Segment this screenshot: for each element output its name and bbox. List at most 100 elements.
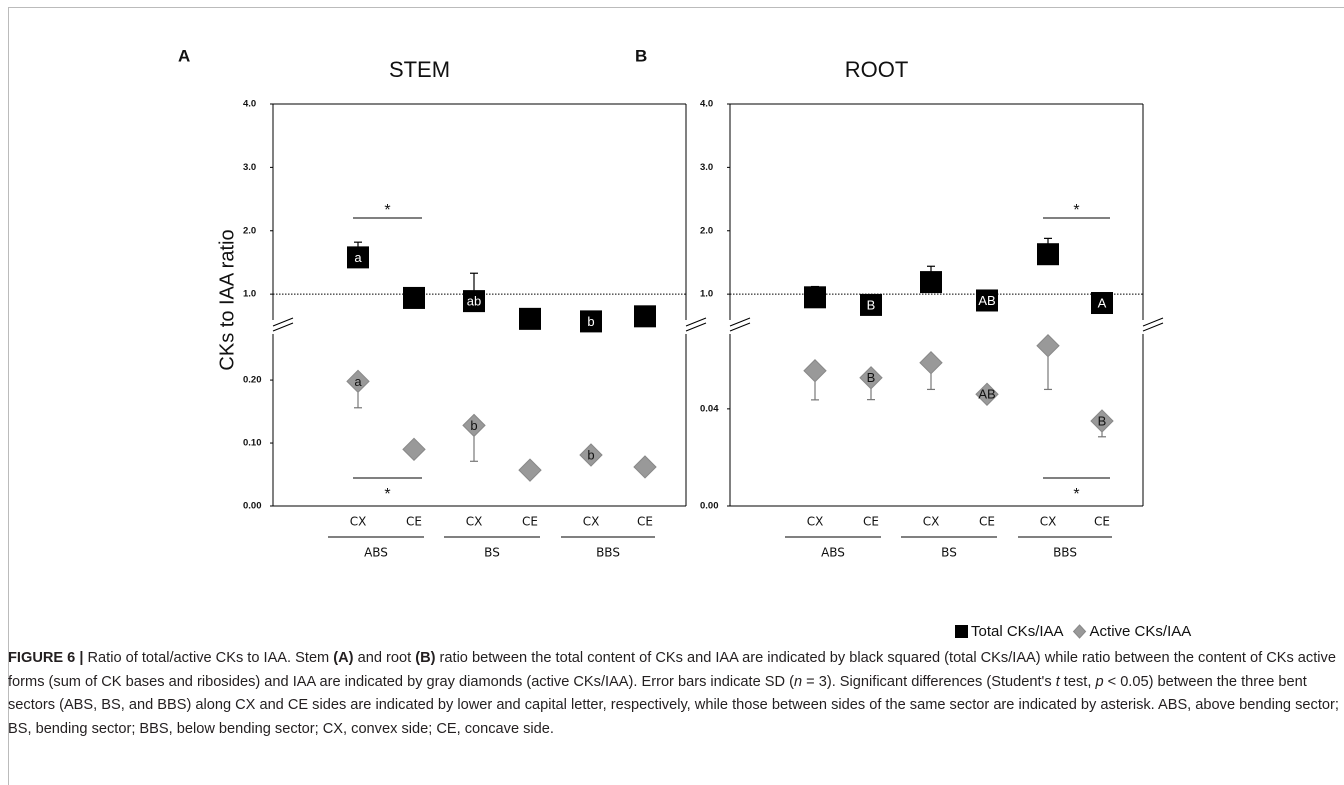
marker-square [1037,243,1059,266]
marker-diamond [402,437,426,462]
caption-text: (A) [333,650,354,666]
marker-diamond [346,369,370,394]
axis-break [729,322,751,332]
y-tick-label: 3.0 [243,162,256,173]
axis-break [272,317,294,327]
panel-letter: B [635,46,647,65]
group-label: ABS [821,546,845,560]
marker-square [804,286,826,309]
caption-text: and root [353,650,416,666]
group-label: BS [484,546,500,560]
x-tick-label: CX [1040,515,1057,529]
caption-text: < 0.05) between the three bent sectors (… [8,673,1339,737]
marker-square [860,293,882,316]
marker-diamond [919,351,943,375]
marker-square [519,307,541,330]
legend-label: Active CKs/IAA [1090,623,1192,640]
significance-letter: B [1098,413,1107,428]
y-tick-label: 4.0 [243,99,256,110]
x-tick-label: CE [979,515,995,529]
legend-swatch [955,625,968,638]
axis-break [272,322,294,332]
marker-diamond [859,366,883,390]
axis-break [1142,317,1164,327]
significance-letter: A [1098,295,1107,310]
x-tick-label: CX [923,515,940,529]
marker-square [1091,292,1113,315]
marker-square [920,271,942,294]
marker-diamond [975,382,999,406]
marker-diamond [1036,334,1060,358]
y-tick-label: 2.0 [243,225,256,236]
axis-break [729,317,751,327]
legend-label: Total CKs/IAA [971,623,1064,640]
y-tick-label: 0.04 [700,403,719,414]
marker-diamond [579,443,603,467]
y-tick-label: 2.0 [700,225,713,236]
significance-letter: AB [978,387,995,402]
caption: FIGURE 6 | Ratio of total/active CKs to … [8,647,1340,741]
marker-square [580,310,602,333]
caption-text: ratio between the total content of CKs a… [8,650,1336,690]
significance-mark: * [384,202,390,219]
group-label: BBS [596,546,620,560]
x-tick-label: CE [406,515,422,529]
caption-text: n [793,673,803,690]
x-tick-label: CE [1094,515,1110,529]
x-tick-label: CX [350,515,367,529]
significance-letter: B [867,297,876,312]
group-label: ABS [364,546,388,560]
significance-mark: * [1073,202,1079,219]
caption-text: test, [1059,673,1096,690]
panel-letter: A [178,46,190,65]
group-label: BBS [1053,546,1077,560]
figure-frame [8,7,1344,785]
y-tick-label: 1.0 [700,289,713,300]
x-tick-label: CX [466,515,483,529]
significance-mark: * [384,486,390,503]
caption-text: FIGURE 6 | [8,650,84,666]
x-tick-label: CE [863,515,879,529]
marker-square [347,246,369,269]
x-tick-label: CE [522,515,538,529]
legend-swatch [1072,624,1087,639]
x-tick-label: CX [807,515,824,529]
y-tick-label: 4.0 [700,99,713,110]
caption-text: p [1095,673,1104,690]
axis-break [685,317,707,327]
significance-letter: b [470,418,477,433]
y-tick-label: 3.0 [700,162,713,173]
axis-break [1142,322,1164,332]
caption-text: Ratio of total/active CKs to IAA. Stem [83,650,334,666]
y-tick-label: 0.00 [700,501,719,512]
marker-square [634,305,656,328]
marker-diamond [462,413,486,438]
marker-diamond [633,455,657,479]
marker-diamond [803,359,827,383]
x-tick-label: CE [637,515,653,529]
y-tick-label: 0.10 [243,438,262,449]
significance-letter: a [354,250,362,265]
significance-letter: B [867,370,876,385]
caption-text: = 3). Significant differences (Student's [802,673,1056,690]
y-tick-label: 0.00 [243,501,262,512]
marker-diamond [518,458,542,482]
y-tick-label: 0.20 [243,375,262,386]
significance-letter: AB [978,293,995,308]
significance-letter: ab [467,294,481,309]
axis-break [685,322,707,332]
significance-letter: b [587,447,594,462]
figure: A STEM CKs to IAA ratio 1.0 2.0 3.0 4.0 0.00 0.1… [178,46,1192,640]
marker-square [403,286,425,309]
x-tick-label: CX [583,515,600,529]
caption-text: t [1055,673,1060,690]
y-tick-label: 1.0 [243,289,256,300]
significance-letter: b [587,314,594,329]
caption-text: (B) [415,650,436,666]
chart-title: ROOT [845,57,909,82]
significance-mark: * [1073,486,1079,503]
y-axis-label: CKs to IAA ratio [216,229,238,370]
significance-letter: a [354,374,362,389]
group-label: BS [941,546,957,560]
